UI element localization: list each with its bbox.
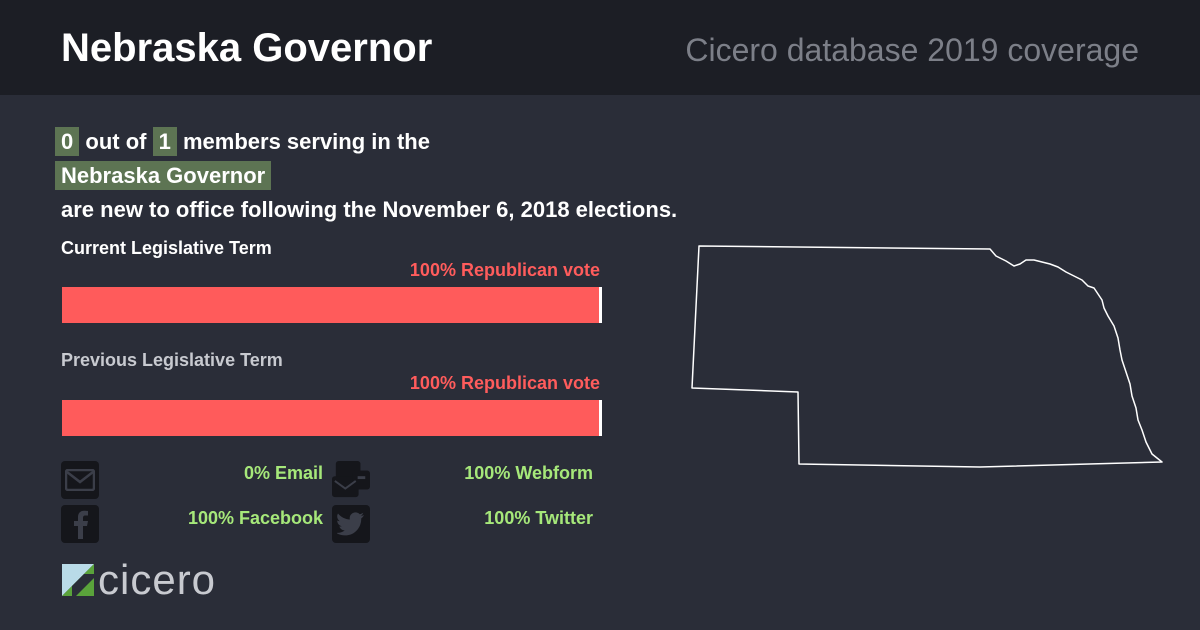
header-bar: Nebraska Governor Cicero database 2019 c… — [0, 0, 1200, 95]
facebook-icon — [61, 505, 99, 543]
previous-term-republican-fill — [62, 400, 600, 436]
twitter-value: 100% Twitter — [484, 508, 593, 528]
page-subtitle: Cicero database 2019 coverage — [685, 32, 1139, 68]
previous-term-label: Previous Legislative Term — [61, 350, 283, 370]
total-member-count: 1 — [152, 127, 177, 156]
twitter-icon — [332, 505, 370, 543]
cicero-logo-mark — [62, 564, 94, 596]
cicero-logo-text: cicero — [98, 556, 217, 603]
summary-line-2: Nebraska Governor — [55, 159, 677, 193]
page-title: Nebraska Governor — [61, 26, 433, 70]
summary-text: 0 out of 1 members serving in the Nebras… — [55, 125, 677, 227]
current-term-republican-fill — [62, 287, 600, 323]
previous-term-vote-label: 100% Republican vote — [409, 373, 600, 393]
current-term-label: Current Legislative Term — [61, 238, 272, 258]
webform-value: 100% Webform — [464, 463, 593, 483]
current-term-bar — [62, 287, 602, 323]
new-member-count: 0 — [55, 127, 80, 156]
summary-line-1: 0 out of 1 members serving in the — [55, 125, 677, 159]
out-of-text: out of — [85, 129, 147, 154]
body-name: Nebraska Governor — [55, 161, 272, 190]
envelope-icon — [61, 461, 99, 499]
current-term-vote-label: 100% Republican vote — [409, 260, 600, 280]
nebraska-state-map — [691, 245, 1163, 468]
cicero-logo: cicero — [62, 556, 217, 603]
serving-text: members serving in the — [182, 129, 430, 154]
email-value: 0% Email — [243, 463, 323, 483]
previous-term-bar — [62, 400, 602, 436]
facebook-value: 100% Facebook — [187, 508, 323, 528]
webform-icon — [332, 461, 370, 499]
closing-text: are new to office following the November… — [61, 197, 678, 222]
